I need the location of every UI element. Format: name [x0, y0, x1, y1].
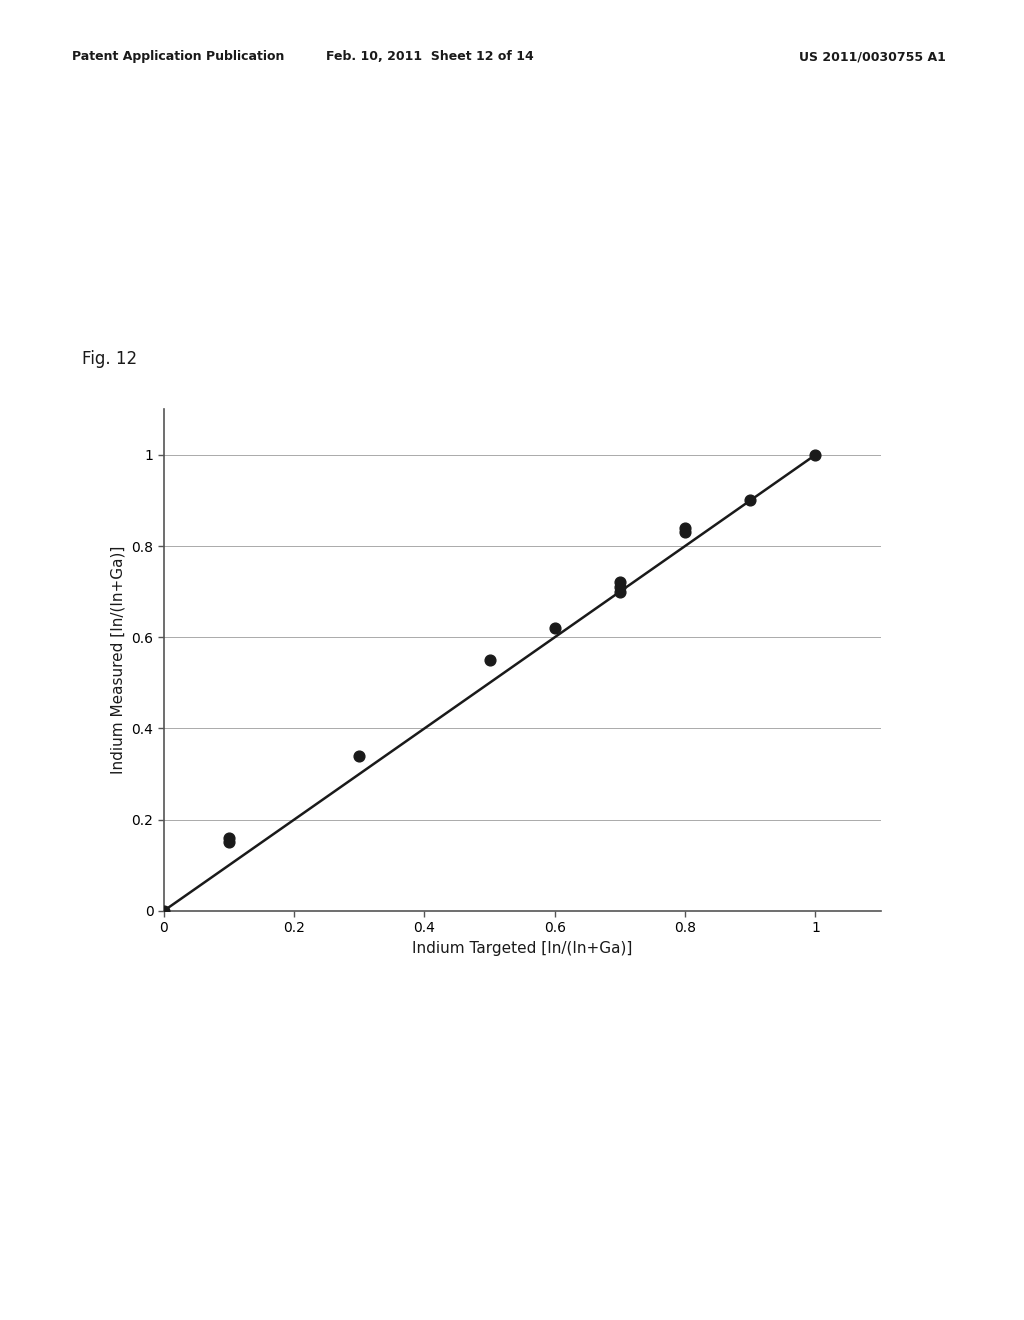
Text: Patent Application Publication: Patent Application Publication [72, 50, 284, 63]
Text: Fig. 12: Fig. 12 [82, 350, 137, 368]
X-axis label: Indium Targeted [In/(In+Ga)]: Indium Targeted [In/(In+Ga)] [412, 941, 633, 956]
Y-axis label: Indium Measured [In/(In+Ga)]: Indium Measured [In/(In+Ga)] [111, 545, 126, 775]
Point [742, 490, 759, 511]
Point [611, 572, 628, 593]
Point [221, 828, 238, 849]
Point [221, 832, 238, 853]
Point [547, 618, 563, 639]
Text: Feb. 10, 2011  Sheet 12 of 14: Feb. 10, 2011 Sheet 12 of 14 [327, 50, 534, 63]
Point [677, 521, 693, 543]
Point [481, 649, 498, 671]
Point [807, 445, 823, 466]
Point [677, 517, 693, 539]
Point [611, 581, 628, 602]
Point [611, 577, 628, 598]
Text: US 2011/0030755 A1: US 2011/0030755 A1 [799, 50, 945, 63]
Point [156, 900, 172, 921]
Point [351, 746, 368, 767]
